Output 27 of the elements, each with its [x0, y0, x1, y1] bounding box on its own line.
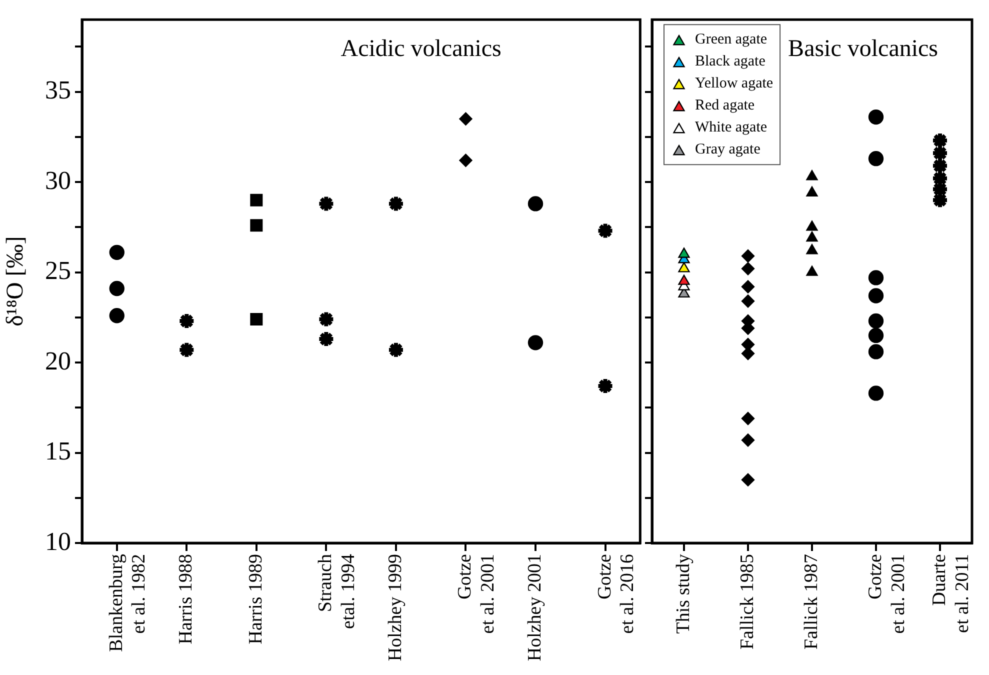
x-tick-label: Harris 1989	[245, 554, 266, 644]
x-tick-label: Blankenburg et al. 1982	[106, 554, 150, 652]
x-tick-label: Fallick 1985	[736, 554, 758, 650]
legend-label: Gray agate	[695, 142, 761, 158]
y-tick-label: 25	[45, 256, 71, 286]
y-tick-label: 10	[45, 526, 71, 556]
x-tick-label: This study	[672, 554, 694, 634]
x-tick-label: Holzhey 1999	[384, 554, 406, 662]
y-tick-label: 35	[45, 76, 71, 105]
legend-label: Yellow agate	[695, 76, 774, 92]
x-tick-label: Gotze et al. 2001	[454, 554, 499, 634]
text: Basic volcanics	[788, 36, 938, 62]
legend-label: Red agate	[695, 98, 755, 114]
text: Acidic volcanics	[340, 36, 502, 62]
x-tick-label: Harris 1988	[176, 554, 197, 644]
y-tick-label: 20	[45, 346, 71, 376]
y-axis-title: δ¹⁸O [‰]	[2, 236, 29, 326]
x-tick-label: Holzhey 2001	[524, 554, 546, 662]
y-tick-label: 30	[45, 166, 71, 195]
x-tick-label: Fallick 1987	[800, 554, 822, 650]
legend-label: White agate	[695, 120, 768, 136]
x-tick-label: Gotze et al. 2001	[864, 554, 909, 634]
x-tick-label: Strauch etal. 1994	[315, 554, 359, 629]
y-tick-label: 15	[45, 436, 71, 466]
legend-label: Green agate	[695, 32, 768, 48]
x-tick-label: Gotze et al. 2016	[594, 554, 638, 634]
legend-label: Black agate	[695, 54, 766, 70]
